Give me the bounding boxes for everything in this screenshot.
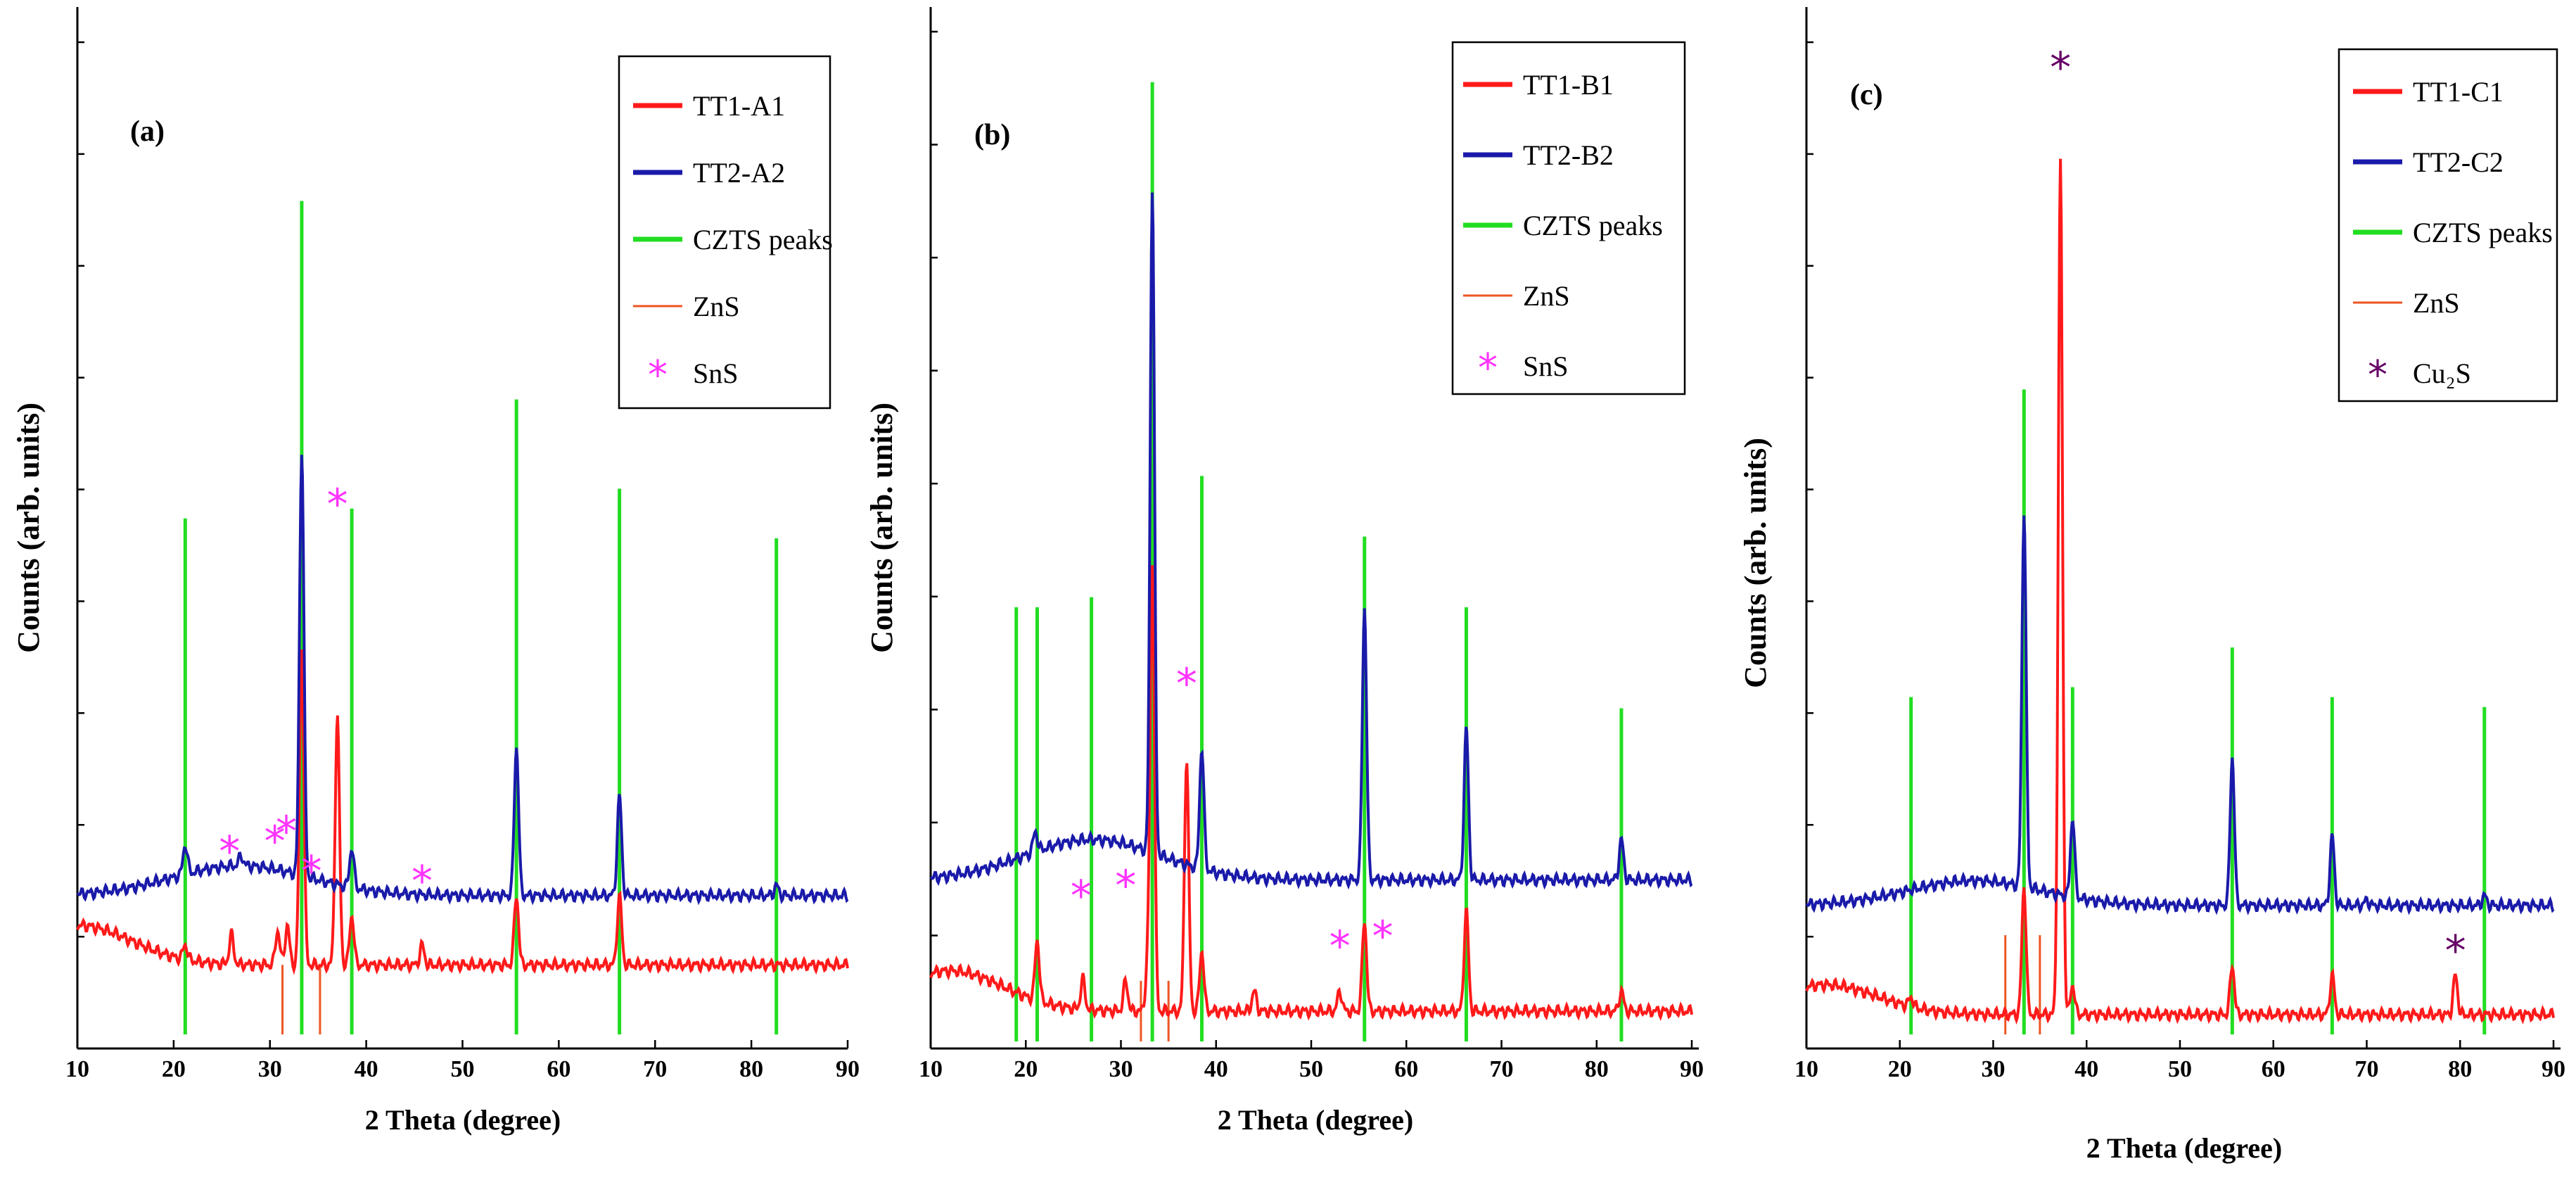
panel-a-xtick-label-20: 20 [162,1056,186,1082]
legend-label: TT1-A1 [693,90,785,122]
legend-star-icon: * [1478,346,1498,391]
panel-b-label: (b) [974,119,1010,151]
panel-b-xtick-label-90: 90 [1680,1056,1704,1082]
panel-b-xtick-label-10: 10 [919,1056,943,1082]
panel-a-label: (a) [130,115,165,148]
panel-a-legend: TT1-A1 TT2-A2 CZTS peaks ZnS * SnS [618,55,833,410]
panel-a-marker-star: * [219,827,240,876]
panel-b-marker-star: * [1115,861,1136,911]
legend-label: ZnS [2413,287,2460,319]
panel-b-xtick-label-60: 60 [1394,1056,1418,1082]
panel-a-marker-star: * [276,807,297,856]
panel-a-marker-star: * [327,480,348,529]
panel-a-xtick-label-70: 70 [643,1056,667,1082]
panel-b-series-tt2-b2 [929,192,1693,890]
panel-c-label: (c) [1850,79,1883,111]
legend-label: SnS [693,357,739,389]
panel-a-series-tt2-a2 [76,455,849,906]
panel-b-xtick-label-50: 50 [1299,1056,1323,1082]
legend-label: CZTS peaks [2413,217,2553,248]
panel-c-xtick-label-40: 40 [2074,1056,2098,1082]
panel-b-xtick-label-40: 40 [1204,1056,1228,1082]
panel-c-xtick-label-60: 60 [2262,1056,2285,1082]
panel-a-ticks: 10 20 30 40 50 60 70 80 90 [65,41,860,1082]
panel-c-xtick-label-70: 70 [2355,1056,2379,1082]
legend-label: SnS [1523,350,1569,382]
legend-label: CZTS peaks [1523,210,1663,241]
panel-c-marker-star: * [2445,926,2466,975]
panel-c-frame [1805,7,2561,1050]
panel-c-series-tt1-c1 [1805,158,2555,1025]
panel-b-legend-box [1451,41,1686,395]
panel-b-marker-star: * [1176,659,1197,709]
legend-label: TT1-C1 [2413,76,2504,108]
panel-b-frame [929,7,1699,1050]
legend-label: TT1-B1 [1523,69,1614,101]
panel-b-marker-star: * [1330,922,1351,971]
panel-a-xtick-label-40: 40 [355,1056,378,1082]
panel-a-marker-star: * [412,857,433,906]
legend-label: Cu₂S [2413,357,2471,389]
panel-a-xtick-label-30: 30 [258,1056,282,1082]
panel-b-xlabel: 2 Theta (degree) [1218,1104,1413,1136]
panel-b-marker-star: * [1071,871,1092,920]
panel-a-xlabel: 2 Theta (degree) [365,1104,561,1136]
panel-b-xtick-label-70: 70 [1490,1056,1514,1082]
panel-c-xtick-label-30: 30 [1982,1056,2006,1082]
panel-c: ** 10 20 30 40 50 60 70 80 90 (c) 2 Theta (degre… [1738,7,2565,1164]
panel-c-xtick-label-80: 80 [2448,1056,2472,1082]
panel-a-marker-star: * [301,847,322,896]
panel-a-traces: * ***** [76,201,849,1034]
panel-c-xtick-label-50: 50 [2168,1056,2192,1082]
panel-b-ylabel: Counts (arb. units) [865,403,899,653]
panel-a-marker-star: * [264,817,286,866]
panel-a-xtick-label-10: 10 [65,1056,89,1082]
panel-a-legend-box [618,55,831,410]
panel-b-xtick-label-20: 20 [1014,1056,1038,1082]
legend-label: TT2-C2 [2413,146,2504,178]
panel-c-xtick-label-10: 10 [1794,1056,1818,1082]
panel-c-series-tt2-c2 [1805,515,2555,915]
panel-a-xtick-label-90: 90 [836,1056,860,1082]
panel-c-traces: ** [1805,43,2555,1034]
panel-c-legend: TT1-C1 TT2-C2 CZTS peaks ZnS * Cu₂S [2338,48,2558,403]
panel-c-ticks: 10 20 30 40 50 60 70 80 90 [1794,41,2565,1082]
panel-c-ylabel: Counts (arb. units) [1738,438,1773,688]
panel-a-series-tt1-a1 [76,649,849,975]
panel-b-traces: * * * * * [929,82,1693,1041]
panel-b-xtick-label-30: 30 [1109,1056,1133,1082]
panel-a-xtick-label-80: 80 [739,1056,763,1082]
panel-a-xtick-label-60: 60 [547,1056,570,1082]
panel-c-xlabel: 2 Theta (degree) [2086,1132,2282,1164]
legend-label: ZnS [1523,280,1570,312]
panel-a: * ***** 10 20 30 40 50 60 70 80 90 (a) 2 Theta (d… [11,7,860,1136]
panel-c-legend-box [2338,48,2558,403]
panel-b-xtick-label-80: 80 [1585,1056,1609,1082]
panel-c-xtick-label-20: 20 [1888,1056,1912,1082]
legend-label: CZTS peaks [693,224,833,255]
panel-b-ticks: 10 20 30 40 50 60 70 80 90 [919,30,1704,1082]
panel-c-marker-star: * [2050,43,2071,92]
legend-star-icon: * [2368,353,2387,398]
panel-a-ylabel: Counts (arb. units) [11,403,46,653]
panel-b: * * * * * 10 20 30 40 50 60 70 80 90 (b) 2 Theta (de… [865,7,1704,1136]
panel-a-xtick-label-50: 50 [451,1056,475,1082]
legend-label: TT2-A2 [693,157,785,189]
legend-label: ZnS [693,291,740,322]
legend-star-icon: * [648,353,668,398]
panel-b-marker-star: * [1372,912,1393,961]
panel-b-legend: TT1-B1 TT2-B2 CZTS peaks ZnS * SnS [1451,41,1686,395]
legend-label: TT2-B2 [1523,139,1614,171]
panel-c-xtick-label-90: 90 [2542,1056,2565,1082]
panel-b-series-tt1-b1 [929,565,1693,1021]
